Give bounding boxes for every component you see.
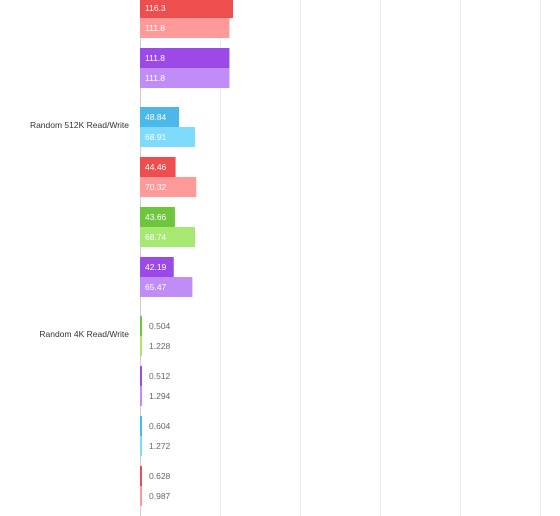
- read-value-label: 42.19: [145, 262, 167, 272]
- read-bar: [140, 316, 142, 336]
- write-value-label: 1.228: [149, 341, 171, 351]
- write-value-label: 0.987: [149, 491, 171, 501]
- write-value-label: 65.47: [145, 282, 167, 292]
- read-value-label: 48.84: [145, 112, 167, 122]
- write-bar: [140, 227, 195, 247]
- read-bar: [140, 366, 142, 386]
- read-bar: [140, 48, 230, 68]
- write-bar: [140, 386, 142, 406]
- read-value-label: 0.628: [149, 471, 171, 481]
- write-value-label: 111.8: [145, 73, 165, 83]
- category-label: Random 4K Read/Write: [39, 329, 129, 339]
- write-value-label: 70.32: [145, 182, 167, 192]
- read-value-label: 44.46: [145, 162, 167, 172]
- write-bar: [140, 336, 142, 356]
- write-value-label: 1.272: [149, 441, 171, 451]
- read-value-label: 116.3: [145, 3, 166, 13]
- write-value-label: 1.294: [149, 391, 171, 401]
- write-bar: [140, 177, 197, 197]
- read-bar: [140, 157, 176, 177]
- read-bar: [140, 0, 234, 18]
- category-label: Random 512K Read/Write: [30, 120, 129, 130]
- write-value-label: 111.8: [145, 23, 165, 33]
- read-bar: [140, 107, 180, 127]
- read-value-label: 111.8: [145, 53, 165, 63]
- labels: 116.3 111.8 111.8 111.8 48.84 68.91 44.46 70.32…: [30, 3, 171, 501]
- read-value-label: 43.66: [145, 212, 167, 222]
- read-bar: [140, 207, 175, 227]
- bars: [140, 0, 234, 506]
- write-bar: [140, 277, 193, 297]
- write-bar: [140, 68, 230, 88]
- read-bar: [140, 466, 142, 486]
- read-value-label: 0.512: [149, 371, 171, 381]
- write-value-label: 68.91: [145, 132, 167, 142]
- write-value-label: 68.74: [145, 232, 167, 242]
- read-bar: [140, 257, 174, 277]
- write-bar: [140, 436, 142, 456]
- write-bar: [140, 127, 196, 147]
- write-bar: [140, 486, 142, 506]
- read-value-label: 0.604: [149, 421, 171, 431]
- read-value-label: 0.504: [149, 321, 171, 331]
- read-bar: [140, 416, 142, 436]
- write-bar: [140, 18, 230, 38]
